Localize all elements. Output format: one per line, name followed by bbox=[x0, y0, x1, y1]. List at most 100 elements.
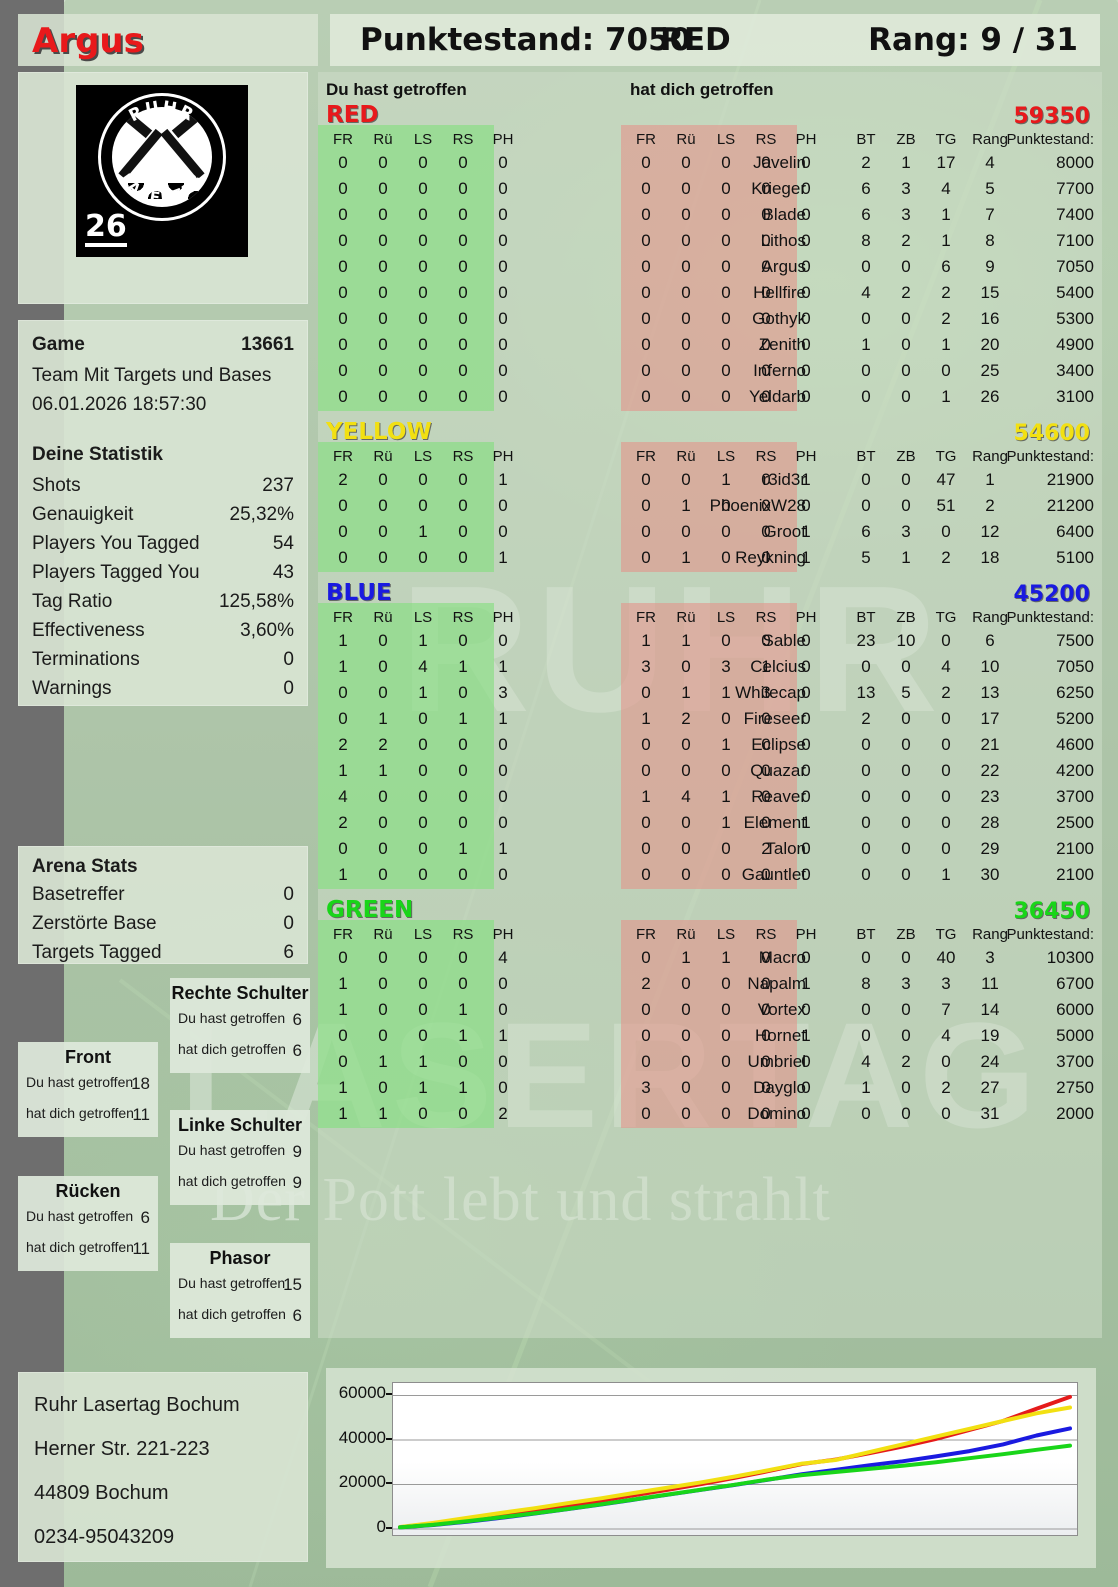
zone-gothit-label: hat dich getroffen bbox=[26, 1105, 134, 1121]
player-row[interactable]: 1 1 0 0 2 Domino 0 0 0 0 0 0 0 0 31 2000 bbox=[318, 1102, 1102, 1128]
player-row[interactable]: 1 0 1 1 0 Dayglo 3 0 0 0 0 1 0 2 27 2750 bbox=[318, 1076, 1102, 1102]
tagged-you-value: 0 bbox=[761, 387, 771, 406]
player-row[interactable]: 2 0 0 0 1 r3id3r 0 0 1 0 1 0 0 47 1 21900 bbox=[318, 468, 1102, 494]
tagged-you-value: 0 bbox=[761, 1026, 771, 1045]
col-header-you: FR bbox=[333, 448, 353, 465]
col-header-you: PH bbox=[492, 131, 514, 148]
player-row[interactable]: 0 0 0 0 0 Gothyk 0 0 0 0 0 0 0 2 16 5300 bbox=[318, 307, 1102, 333]
player-row[interactable]: 0 0 0 0 0 Zenith 0 0 0 0 0 1 0 1 20 4900 bbox=[318, 333, 1102, 359]
tagged-you-value: 0 bbox=[681, 657, 691, 676]
bases-destroyed-value: 5 bbox=[901, 683, 911, 702]
you-tagged-value: 0 bbox=[378, 470, 388, 489]
arena-stats-title: Arena Stats bbox=[32, 856, 138, 877]
player-row[interactable]: 0 0 1 0 0 Groot 0 0 0 0 1 6 3 0 12 6400 bbox=[318, 520, 1102, 546]
player-row[interactable]: 0 0 0 0 0 Lithos 0 0 0 0 0 8 2 1 8 7100 bbox=[318, 229, 1102, 255]
tagged-you-value: 0 bbox=[801, 1078, 811, 1097]
base-hits-value: 0 bbox=[861, 787, 871, 806]
player-row[interactable]: 1 0 0 1 0 Vortex 0 0 0 0 0 0 0 7 14 6000 bbox=[318, 998, 1102, 1024]
player-row[interactable]: 1 0 0 0 0 Napalm 2 0 0 0 1 8 3 3 11 6700 bbox=[318, 972, 1102, 998]
zone-front: Front Du hast getroffen 18 hat dich getroff… bbox=[18, 1042, 158, 1137]
player-row[interactable]: 0 0 0 0 0 Hellfire 0 0 0 0 0 4 2 2 15 5400 bbox=[318, 281, 1102, 307]
tagged-you-value: 1 bbox=[721, 787, 731, 806]
you-tagged-value: 1 bbox=[418, 522, 428, 541]
col-header-them: Rü bbox=[676, 926, 696, 943]
player-row[interactable]: 0 1 1 0 0 Umbriel 0 0 0 0 0 4 2 0 24 3700 bbox=[318, 1050, 1102, 1076]
player-row[interactable]: 0 0 0 0 0 Blade 0 0 0 0 0 6 3 1 7 7400 bbox=[318, 203, 1102, 229]
arena-stat-value: 0 bbox=[283, 913, 294, 934]
tagged-you-value: 0 bbox=[681, 283, 691, 302]
team-total-score: 59350 bbox=[1013, 104, 1090, 129]
zone-hit-value: 18 bbox=[131, 1074, 150, 1093]
tagged-you-value: 0 bbox=[801, 948, 811, 967]
col-header-you: PH bbox=[492, 609, 514, 626]
bases-destroyed-value: 0 bbox=[901, 257, 911, 276]
you-tagged-value: 0 bbox=[458, 205, 468, 224]
you-tagged-value: 0 bbox=[498, 787, 508, 806]
you-tagged-value: 0 bbox=[498, 257, 508, 276]
tagged-you-value: 0 bbox=[681, 1104, 691, 1123]
player-points: 7100 bbox=[1056, 231, 1094, 250]
player-row[interactable]: 0 0 0 0 0 Inferno 0 0 0 0 0 0 0 0 25 3400 bbox=[318, 359, 1102, 385]
player-row[interactable]: 0 0 0 0 0 PhoenixW28 0 1 0 0 0 0 0 51 2 21200 bbox=[318, 494, 1102, 520]
tagged-you-value: 0 bbox=[641, 361, 651, 380]
you-tagged-value: 0 bbox=[458, 974, 468, 993]
player-row[interactable]: 0 0 0 0 4 Macro 0 1 1 0 0 0 0 40 3 10300 bbox=[318, 946, 1102, 972]
player-row[interactable]: 0 0 0 0 0 Yeldarb 0 0 0 0 0 0 0 1 26 3100 bbox=[318, 385, 1102, 411]
tagged-you-value: 0 bbox=[761, 361, 771, 380]
tagged-you-value: 0 bbox=[761, 709, 771, 728]
player-row[interactable]: 1 0 0 0 0 Gauntlet 0 0 0 0 0 0 0 1 30 2100 bbox=[318, 863, 1102, 889]
bases-destroyed-value: 0 bbox=[901, 735, 911, 754]
col-header-you: RS bbox=[452, 131, 474, 148]
col-header-extra: TG bbox=[935, 609, 957, 626]
you-tagged-value: 0 bbox=[498, 153, 508, 172]
tagged-you-value: 0 bbox=[801, 361, 811, 380]
you-tagged-value: 0 bbox=[338, 361, 348, 380]
tagged-you-value: 0 bbox=[641, 865, 651, 884]
targets-tagged-value: 0 bbox=[941, 1104, 951, 1123]
player-name: Domino bbox=[747, 1104, 806, 1123]
chart-series-yellow bbox=[398, 1405, 1072, 1529]
col-header-them: RS bbox=[755, 926, 777, 943]
tagged-you-value: 0 bbox=[801, 309, 811, 328]
you-tagged-value: 0 bbox=[498, 522, 508, 541]
player-row[interactable]: 0 0 0 0 0 Javelin 0 0 0 0 0 2 1 17 4 8000 bbox=[318, 151, 1102, 177]
player-row[interactable]: 1 0 1 0 0 Sable 1 1 0 0 0 23 10 0 6 7500 bbox=[318, 629, 1102, 655]
player-name-panel: Argus bbox=[18, 14, 318, 66]
player-row[interactable]: 4 0 0 0 0 Reaver 1 4 1 0 0 0 0 0 23 3700 bbox=[318, 785, 1102, 811]
targets-tagged-value: 4 bbox=[941, 1026, 951, 1045]
player-row[interactable]: 2 0 0 0 0 Element 0 0 1 0 1 0 0 0 28 2500 bbox=[318, 811, 1102, 837]
you-tagged-value: 0 bbox=[378, 387, 388, 406]
tagged-you-value: 0 bbox=[641, 761, 651, 780]
you-tagged-value: 0 bbox=[498, 335, 508, 354]
player-row[interactable]: 1 0 4 1 1 Celcius 3 0 3 1 0 0 0 4 10 7050 bbox=[318, 655, 1102, 681]
player-row[interactable]: 1 1 0 0 0 Quazar 0 0 0 0 0 0 0 0 22 4200 bbox=[318, 759, 1102, 785]
player-row[interactable]: 0 0 0 0 1 Reykning 0 1 0 0 1 5 1 2 18 5100 bbox=[318, 546, 1102, 572]
tagged-you-value: 0 bbox=[681, 865, 691, 884]
tagged-you-value: 0 bbox=[641, 548, 651, 567]
tagged-you-value: 1 bbox=[681, 496, 691, 515]
you-tagged-value: 0 bbox=[338, 205, 348, 224]
col-header-them: LS bbox=[716, 131, 736, 148]
you-tagged-value: 0 bbox=[418, 761, 428, 780]
player-name: Blade bbox=[762, 205, 806, 224]
zone-gothit-label: hat dich getroffen bbox=[178, 1041, 286, 1057]
tagged-you-value: 0 bbox=[761, 1000, 771, 1019]
player-row[interactable]: 0 0 0 1 1 Talon 0 0 0 2 0 0 0 0 29 2100 bbox=[318, 837, 1102, 863]
you-tagged-value: 0 bbox=[378, 153, 388, 172]
player-row[interactable]: 0 0 0 1 1 Hornet 0 0 0 0 1 0 0 4 19 5000 bbox=[318, 1024, 1102, 1050]
col-header-extra: Rang bbox=[972, 609, 1008, 626]
player-row[interactable]: 2 2 0 0 0 Eclipse 0 0 1 0 0 0 0 0 21 4600 bbox=[318, 733, 1102, 759]
player-points: 7700 bbox=[1056, 179, 1094, 198]
tagged-you-value: 0 bbox=[641, 231, 651, 250]
tagged-you-value: 0 bbox=[641, 153, 651, 172]
player-row[interactable]: 0 0 0 0 0 Argus 0 0 0 0 0 0 0 6 9 7050 bbox=[318, 255, 1102, 281]
player-row[interactable]: 0 0 0 0 0 Krieger 0 0 0 0 0 6 3 4 5 7700 bbox=[318, 177, 1102, 203]
zone-gothit-value: 11 bbox=[132, 1105, 150, 1124]
you-tagged-value: 0 bbox=[338, 683, 348, 702]
player-row[interactable]: 0 0 1 0 3 Whitecap 0 1 1 3 0 13 5 2 13 6250 bbox=[318, 681, 1102, 707]
player-row[interactable]: 0 1 0 1 1 Fireseer 1 2 0 0 0 2 0 0 17 5200 bbox=[318, 707, 1102, 733]
col-header-extra: Rang bbox=[972, 926, 1008, 943]
col-header-you: Rü bbox=[373, 609, 393, 626]
tagged-you-value: 0 bbox=[761, 974, 771, 993]
